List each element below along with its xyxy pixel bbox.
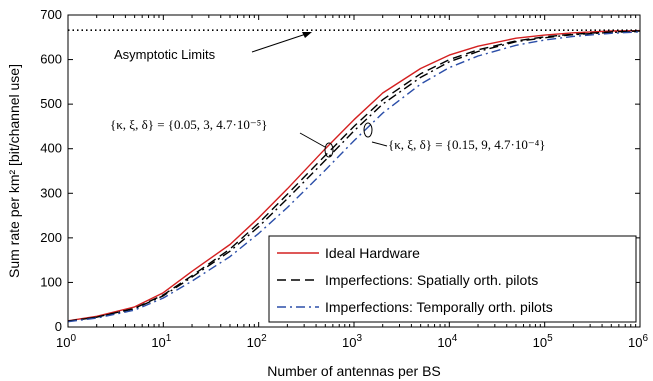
legend-box (268, 235, 637, 323)
params-high-ellipse (363, 122, 373, 138)
params-annotation-high: {κ, ξ, δ} = {0.15, 9, 4.7·10⁻⁴} (388, 137, 546, 152)
series-line-0 (67, 29, 641, 322)
params-high-leader (371, 141, 388, 147)
x-tick-label-6: 106 (628, 333, 648, 350)
x-tick-label-5: 105 (533, 333, 553, 350)
y-tick-label-6: 600 (40, 52, 62, 67)
legend: Ideal Hardware Imperfections: Spatially o… (268, 235, 637, 323)
series-line-3 (67, 31, 641, 323)
x-tick-label-3: 103 (342, 333, 362, 350)
params-low-leader (299, 132, 326, 148)
legend-label-1: Imperfections: Spatially orth. pilots (325, 272, 538, 288)
y-tick-label-7: 700 (40, 7, 62, 22)
legend-label-2: Imperfections: Temporally orth. pilots (325, 299, 553, 315)
y-axis-title: Sum rate per km² [bit/channel use] (6, 64, 22, 278)
series-line-1 (67, 30, 641, 322)
y-tick-label-2: 200 (40, 230, 62, 245)
y-tick-label-4: 400 (40, 141, 62, 156)
x-tick-label-0: 100 (56, 333, 76, 350)
asymptote-arrow (251, 33, 307, 53)
asymptote-arrow-head (302, 32, 312, 38)
y-tick-label-0: 0 (55, 319, 62, 334)
params-low-ellipse (324, 142, 334, 158)
series-line-2 (67, 30, 641, 322)
params-annotation-low: {κ, ξ, δ} = {0.05, 3, 4.7·10⁻⁵} (110, 117, 268, 132)
y-tick-label-5: 500 (40, 96, 62, 111)
ticks-layer: 100 101 102 103 104 105 1060100200300400500600… (40, 7, 648, 350)
y-tick-label-1: 100 (40, 274, 62, 289)
x-axis-title: Number of antennas per BS (267, 363, 441, 379)
x-tick-label-2: 102 (247, 333, 267, 350)
legend-label-0: Ideal Hardware (325, 245, 420, 261)
x-tick-label-1: 101 (151, 333, 171, 350)
y-tick-label-3: 300 (40, 185, 62, 200)
legend-items: Ideal Hardware Imperfections: Spatially o… (277, 245, 553, 315)
series-layer (67, 29, 641, 323)
x-tick-label-4: 104 (437, 333, 457, 350)
asymptote-label: Asymptotic Limits (114, 47, 216, 62)
